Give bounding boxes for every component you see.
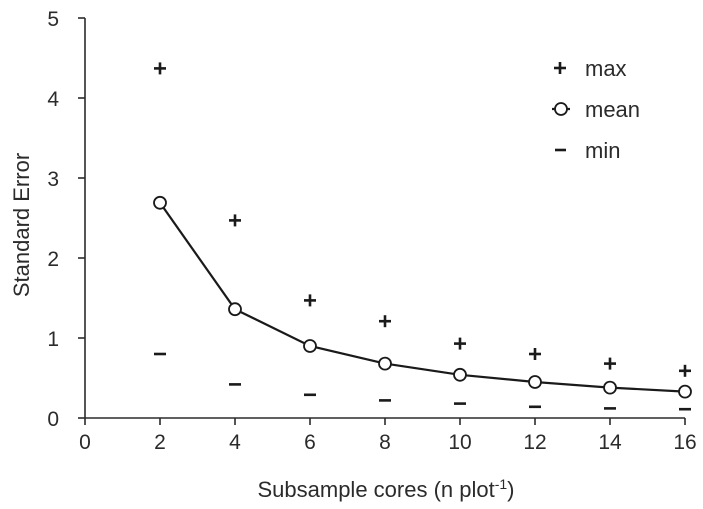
max-point	[679, 364, 691, 377]
y-tick-label: 0	[47, 408, 59, 431]
max-point	[379, 315, 391, 328]
mean-point	[228, 302, 242, 317]
mean-point	[678, 384, 692, 399]
x-tick-label: 10	[448, 431, 471, 454]
max-point	[604, 357, 616, 370]
mean-line	[159, 202, 686, 393]
x-axis-title: Subsample cores (n plot-1)	[257, 476, 514, 502]
mean-point	[453, 367, 467, 382]
x-tick-label: 8	[379, 431, 391, 454]
legend-item-min: min	[555, 138, 620, 163]
y-axis-ticks: 0 1 2 3 4 5	[47, 8, 85, 431]
x-axis-ticks: 0 2 4 6 8 10 12 14 16	[79, 418, 697, 454]
x-axis-title-superscript: -1	[495, 476, 508, 492]
max-point	[304, 294, 316, 307]
x-tick-label: 16	[673, 431, 696, 454]
y-tick-label: 2	[47, 248, 59, 271]
max-point	[229, 214, 241, 227]
legend-label-max: max	[585, 56, 627, 81]
max-point	[529, 348, 541, 360]
max-point	[154, 62, 166, 75]
mean-point	[153, 195, 167, 210]
x-axis-title-main: Subsample cores (n plot	[257, 477, 494, 502]
legend-label-mean: mean	[585, 97, 640, 122]
legend-label-min: min	[585, 138, 620, 163]
mean-point	[528, 375, 542, 389]
y-tick-label: 4	[47, 88, 59, 111]
y-tick-label: 1	[47, 328, 59, 351]
x-tick-label: 14	[598, 431, 622, 454]
mean-point	[603, 380, 617, 395]
x-axis-title-suffix: )	[507, 477, 514, 502]
legend-item-mean: mean	[552, 97, 640, 122]
x-tick-label: 6	[304, 431, 316, 454]
max-point	[454, 337, 466, 350]
legend: max mean min	[552, 56, 640, 163]
y-axis-title: Standard Error	[9, 153, 34, 297]
x-tick-label: 0	[79, 431, 91, 454]
x-tick-label: 12	[523, 431, 546, 454]
legend-item-max: max	[554, 56, 627, 81]
x-tick-label: 4	[229, 431, 241, 454]
y-tick-label: 3	[47, 168, 59, 191]
mean-point	[303, 339, 317, 353]
min-series	[154, 352, 691, 411]
mean-point	[378, 356, 392, 371]
max-series	[154, 62, 691, 377]
mean-series	[153, 195, 692, 399]
x-tick-label: 2	[154, 431, 166, 454]
legend-mean-marker	[554, 102, 568, 116]
y-tick-label: 5	[47, 8, 59, 31]
